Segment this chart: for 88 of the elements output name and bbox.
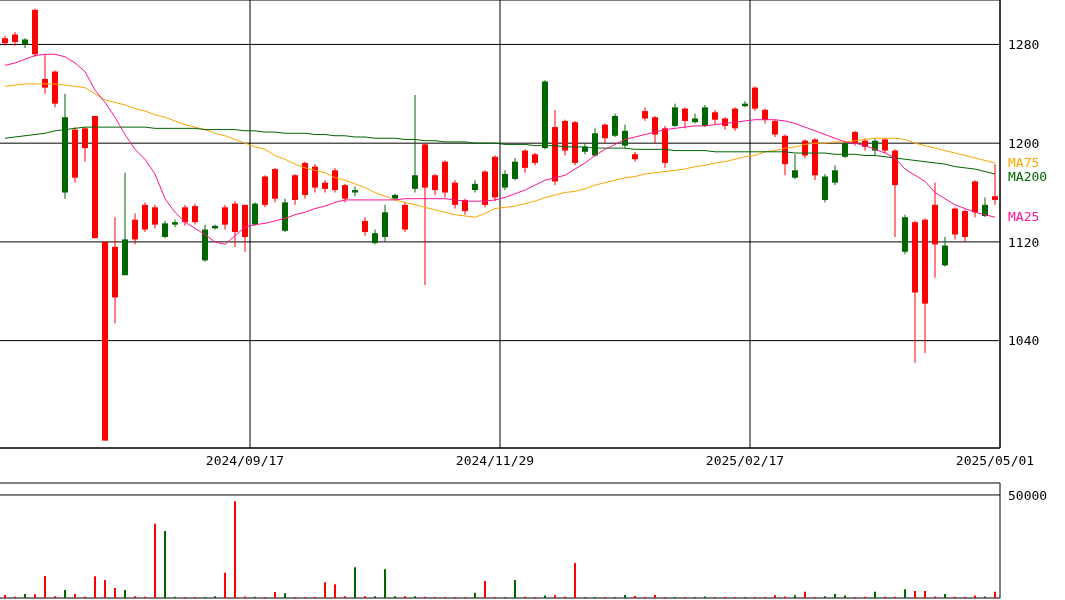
x-tick-label: 2024/11/29 (455, 453, 535, 469)
candlestick (182, 204, 188, 227)
y-tick-label: 1040 (1008, 333, 1040, 349)
line-series (4, 53, 996, 245)
x-tick-label: 2025/05/01 (955, 453, 1035, 469)
bar (384, 569, 386, 598)
candlestick (652, 115, 658, 144)
candlestick (822, 173, 828, 203)
bar (324, 582, 326, 598)
bar (34, 594, 36, 598)
bar (224, 572, 226, 598)
y-tick-label: 1120 (1008, 234, 1040, 250)
candlestick (342, 183, 348, 203)
candlestick (2, 35, 8, 47)
series-label: MA200 (1008, 168, 1048, 185)
bar (514, 580, 516, 598)
bar (114, 587, 116, 598)
x-tick-label: 2024/09/17 (205, 453, 285, 469)
bar (334, 584, 336, 598)
candlestick (22, 37, 28, 49)
bar (234, 501, 236, 598)
candlestick (12, 31, 18, 47)
bar (924, 590, 926, 598)
bar (774, 595, 776, 598)
bar (994, 591, 996, 598)
bar (124, 589, 126, 598)
bar (354, 567, 356, 598)
candlestick (522, 148, 528, 174)
candlestick (222, 204, 228, 231)
candlestick (602, 122, 608, 144)
bar (104, 580, 106, 598)
candlestick (692, 113, 698, 124)
bar (654, 595, 656, 598)
bar (634, 595, 636, 598)
candlestick (362, 216, 368, 237)
candlestick (152, 204, 158, 229)
bar (834, 594, 836, 598)
candlestick (322, 179, 328, 194)
candlestick (642, 106, 648, 122)
bar (24, 593, 26, 598)
bar (94, 576, 96, 598)
candlestick (172, 219, 178, 228)
candlestick (682, 106, 688, 129)
bar (914, 590, 916, 598)
bar (44, 575, 46, 598)
y-tick-label: 50000 (1008, 487, 1048, 503)
candlestick (832, 164, 838, 186)
candlestick (82, 126, 88, 163)
bar (904, 589, 906, 598)
y-tick-label: 1200 (1008, 135, 1040, 151)
candlestick (312, 163, 318, 194)
y-tick-label: 1280 (1008, 37, 1040, 53)
bar (944, 593, 946, 598)
bar (284, 593, 286, 598)
candlestick (612, 113, 618, 138)
candlestick (332, 167, 338, 194)
bar (474, 592, 476, 598)
bar (274, 592, 276, 598)
bar (624, 594, 626, 598)
candlestick (502, 169, 508, 191)
bar (554, 595, 556, 598)
candlestick (672, 103, 678, 128)
candlestick (452, 179, 458, 210)
bar (794, 595, 796, 598)
candlestick (942, 236, 948, 268)
x-tick-label: 2025/02/17 (705, 453, 785, 469)
candlestick (432, 173, 438, 196)
series-label: MA25 (1008, 209, 1040, 226)
bar (4, 594, 6, 598)
series-label: MA75 (1008, 154, 1040, 171)
bar (154, 523, 156, 598)
bar (574, 562, 576, 598)
candlestick (992, 163, 998, 206)
bar (164, 531, 166, 598)
candlestick (702, 104, 708, 128)
candlestick (352, 185, 358, 197)
bar (64, 589, 66, 598)
candlestick (512, 157, 518, 181)
candlestick (252, 201, 258, 227)
bar (804, 591, 806, 598)
bar (484, 580, 486, 598)
candlestick (752, 85, 758, 112)
bar (74, 593, 76, 598)
candlestick (472, 179, 478, 194)
candlestick (632, 151, 638, 163)
candlestick (192, 203, 198, 226)
candlestick (132, 213, 138, 245)
bar (874, 591, 876, 598)
